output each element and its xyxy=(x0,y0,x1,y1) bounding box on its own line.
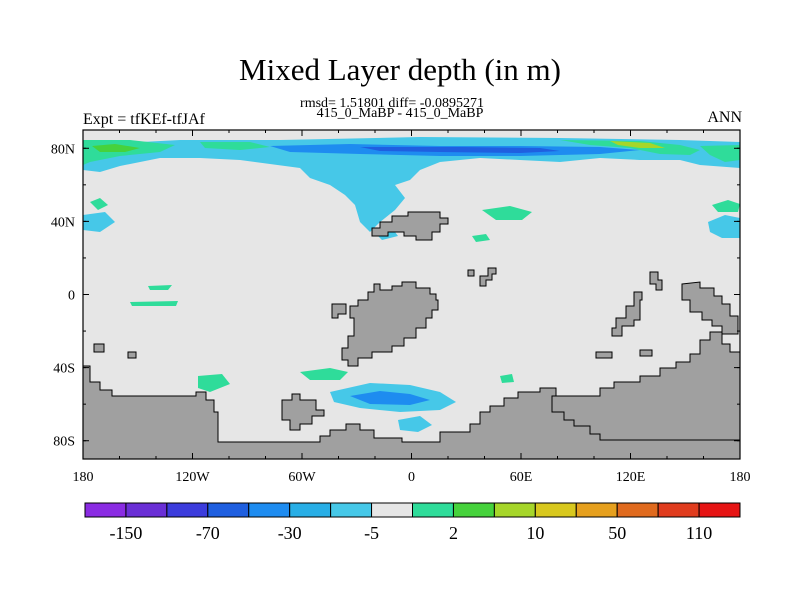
experiment-label: Expt = tfKEf-tfJAf xyxy=(83,111,205,128)
colorbar-label: -150 xyxy=(109,523,142,543)
east-edge-negative xyxy=(708,215,740,238)
land-australia-and-east xyxy=(551,331,741,441)
north-pacific-positive-west xyxy=(90,198,108,210)
colorbar-swatch xyxy=(657,502,700,518)
tropical-positive-2 xyxy=(130,301,178,306)
colorbar-label: 2 xyxy=(449,523,458,543)
season-label: ANN xyxy=(707,109,742,126)
east-edge-positive xyxy=(712,200,740,212)
land-east-small-4 xyxy=(639,349,653,357)
map-field xyxy=(83,137,740,432)
colorbar-label: 110 xyxy=(686,523,712,543)
y-tick-label: 40N xyxy=(51,215,75,230)
land-small-island-1 xyxy=(331,303,347,319)
land-north-atlantic-block xyxy=(371,211,449,241)
colorbar-swatch xyxy=(493,502,536,518)
axis-ticks xyxy=(82,130,741,459)
colorbar-label: -5 xyxy=(364,523,379,543)
arctic-positive-far-east xyxy=(700,145,740,162)
land-south-pacific-block xyxy=(281,393,325,431)
stats-subtitle: rmsd= 1.51801 diff= -0.0895271 xyxy=(300,96,484,111)
land-east-small-2 xyxy=(649,271,663,291)
arctic-positive-east-strong xyxy=(610,141,665,148)
colorbar-label: 10 xyxy=(526,523,544,543)
land-small-island-2 xyxy=(467,269,475,277)
x-tick-label: 180 xyxy=(730,470,751,485)
y-tick-label: 80S xyxy=(53,435,75,450)
colorbar-label: -70 xyxy=(196,523,220,543)
plot-title: Mixed Layer depth (in m) xyxy=(239,52,561,87)
colorbar-label: -30 xyxy=(278,523,302,543)
colorbar-swatch xyxy=(412,502,454,518)
southern-ocean-strong-negative xyxy=(350,391,430,405)
colorbar-swatch xyxy=(452,502,495,518)
north-atlantic-small-positive xyxy=(472,234,490,242)
arctic-deep-negative xyxy=(360,147,560,153)
colorbar-swatch xyxy=(207,502,250,518)
colorbar-labels: -150 -70 -30 -5 2 10 50 110 xyxy=(109,523,712,543)
colorbar-swatch xyxy=(330,502,373,518)
south-positive-2 xyxy=(198,374,230,392)
colorbar-swatch xyxy=(616,502,659,518)
tropical-positive-1 xyxy=(148,285,172,290)
colorbar-swatch xyxy=(698,502,741,518)
land-east-landmass xyxy=(681,281,739,335)
colorbar-swatch xyxy=(248,502,291,518)
land-east-small-3 xyxy=(595,351,613,359)
arctic-positive-west-strong xyxy=(92,144,140,152)
southern-ocean-small-negative xyxy=(398,416,432,432)
south-positive-1 xyxy=(300,368,348,380)
south-positive-3 xyxy=(500,374,514,383)
land-mask xyxy=(82,211,741,460)
x-tick-label: 120E xyxy=(616,470,646,485)
colorbar xyxy=(84,502,741,518)
colorbar-swatch xyxy=(166,502,209,518)
arctic-positive-east xyxy=(560,140,700,155)
case-subtitle: 415_0_MaBP - 415_0_MaBP xyxy=(316,106,484,121)
colorbar-swatch xyxy=(125,502,168,518)
x-tick-label: 60W xyxy=(288,470,316,485)
x-tick-label: 0 xyxy=(408,470,415,485)
arctic-negative-band xyxy=(83,137,740,232)
y-tick-label: 40S xyxy=(53,362,75,377)
arctic-positive-center xyxy=(200,142,270,150)
x-tick-label: 120W xyxy=(175,470,210,485)
y-tick-label: 80N xyxy=(51,142,75,157)
north-pacific-negative-west xyxy=(83,212,115,232)
colorbar-swatch xyxy=(84,502,127,518)
colorbar-swatch xyxy=(289,502,332,518)
colorbar-swatch xyxy=(534,502,577,518)
land-west-small-2 xyxy=(127,351,137,359)
colorbar-label: 50 xyxy=(608,523,626,543)
land-east-small-1 xyxy=(611,291,643,337)
land-small-island-3 xyxy=(479,267,497,287)
north-atlantic-positive xyxy=(482,206,532,220)
land-west-small-1 xyxy=(93,343,105,353)
x-tick-label: 180 xyxy=(73,470,94,485)
x-tick-labels: 180 120W 60W 0 60E 120E 180 xyxy=(73,470,751,485)
colorbar-swatch xyxy=(371,502,413,518)
colorbar-swatch xyxy=(575,502,618,518)
y-tick-label: 0 xyxy=(68,289,75,304)
y-tick-labels: 80N 40N 0 40S 80S xyxy=(51,142,75,449)
land-south-america xyxy=(341,281,439,367)
x-tick-label: 60E xyxy=(510,470,533,485)
